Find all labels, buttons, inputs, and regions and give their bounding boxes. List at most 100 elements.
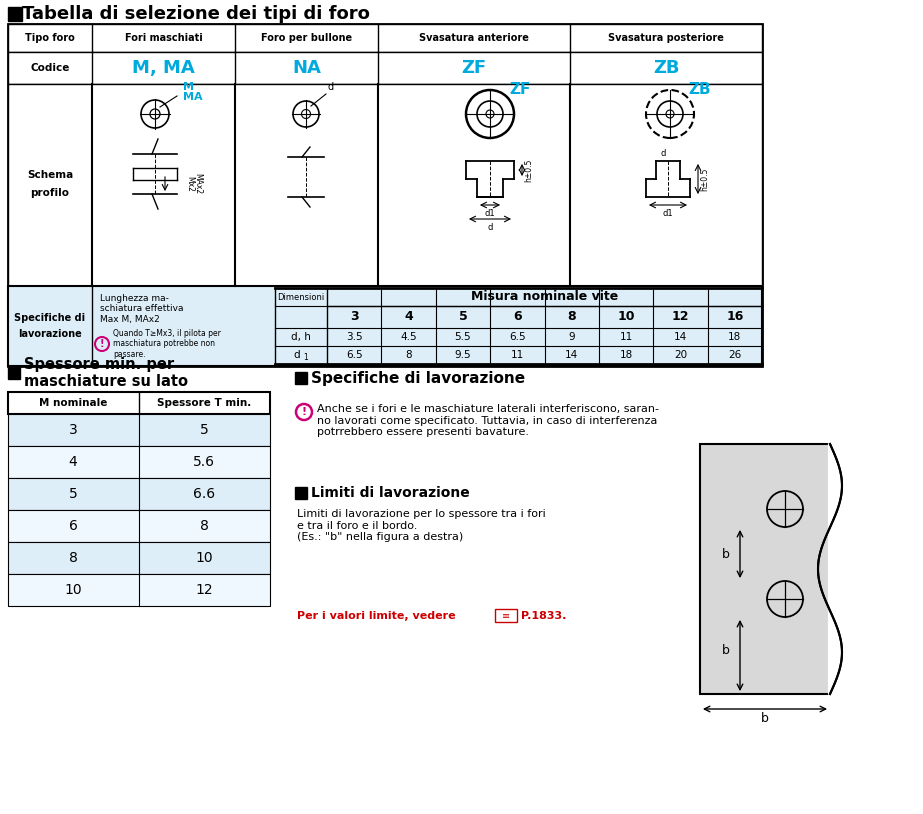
Text: d: d [294, 350, 300, 360]
Text: Spessore min. per
maschiature su lato: Spessore min. per maschiature su lato [24, 357, 188, 389]
Text: 8: 8 [568, 309, 576, 322]
Text: 5: 5 [68, 487, 78, 501]
Text: 14: 14 [674, 332, 687, 342]
Text: !: ! [100, 339, 104, 349]
Text: profilo: profilo [30, 188, 69, 198]
Text: Foro per bullone: Foro per bullone [261, 33, 352, 43]
Text: 18: 18 [619, 350, 632, 360]
Bar [8, 52, 762, 84]
Text: h±0.5: h±0.5 [524, 158, 533, 182]
Text: ZF: ZF [462, 59, 486, 77]
Text: d1: d1 [663, 208, 673, 217]
Text: 3: 3 [350, 309, 358, 322]
Text: 20: 20 [674, 350, 687, 360]
Text: d: d [660, 148, 665, 157]
Bar [830, 444, 860, 694]
Text: Spessore T min.: Spessore T min. [157, 398, 251, 408]
Bar [8, 7, 22, 21]
Text: Quando T≥Mx3, il pilota per
maschiatura potrebbe non
passare.: Quando T≥Mx3, il pilota per maschiatura … [113, 329, 221, 359]
Text: 8: 8 [405, 350, 412, 360]
Text: 5.5: 5.5 [455, 332, 472, 342]
Text: 11: 11 [510, 350, 524, 360]
Text: Per i valori limite, vedere: Per i valori limite, vedere [297, 611, 460, 621]
Text: Dimensioni: Dimensioni [278, 292, 325, 301]
Text: MAx2: MAx2 [193, 173, 202, 195]
Text: NA: NA [292, 59, 321, 77]
Bar [700, 444, 830, 694]
Text: d: d [328, 82, 334, 92]
Text: 6: 6 [513, 309, 521, 322]
Text: 5.6: 5.6 [193, 455, 215, 469]
Text: 12: 12 [672, 309, 689, 322]
Text: b: b [761, 712, 769, 725]
Text: Specifiche di: Specifiche di [15, 313, 86, 323]
Text: Tabella di selezione dei tipi di foro: Tabella di selezione dei tipi di foro [22, 5, 370, 23]
Bar [8, 286, 762, 366]
Text: 9: 9 [569, 332, 575, 342]
Text: b: b [722, 645, 730, 658]
Bar [8, 510, 270, 542]
Text: !: ! [302, 407, 306, 417]
Text: Misura nominale vite: Misura nominale vite [471, 291, 618, 304]
Text: 5: 5 [199, 423, 209, 437]
Text: Limiti di lavorazione: Limiti di lavorazione [311, 486, 470, 500]
Text: d, h: d, h [291, 332, 311, 342]
Text: 4: 4 [404, 309, 413, 322]
Text: d: d [487, 222, 493, 231]
Text: Lunghezza ma-
schiatura effettiva
Max M, MAx2: Lunghezza ma- schiatura effettiva Max M,… [100, 294, 184, 324]
Bar [8, 574, 270, 606]
Text: 10: 10 [617, 309, 635, 322]
Bar [8, 24, 762, 52]
Text: Svasatura posteriore: Svasatura posteriore [608, 33, 724, 43]
Text: Anche se i fori e le maschiature laterali interferiscono, saran-
no lavorati com: Anche se i fori e le maschiature lateral… [317, 404, 659, 437]
Bar [295, 487, 307, 499]
Text: 1: 1 [304, 352, 308, 361]
Text: Codice: Codice [30, 63, 70, 73]
Text: 6.6: 6.6 [193, 487, 215, 501]
Text: 3: 3 [68, 423, 78, 437]
Text: Fori maschiati: Fori maschiati [125, 33, 202, 43]
Text: M, MA: M, MA [132, 59, 195, 77]
Bar [8, 84, 762, 286]
Text: 11: 11 [619, 332, 632, 342]
Text: Svasatura anteriore: Svasatura anteriore [419, 33, 529, 43]
Bar [8, 24, 762, 366]
Bar [8, 414, 270, 446]
Text: Limiti di lavorazione per lo spessore tra i fori
e tra il foro e il bordo.
(Es.:: Limiti di lavorazione per lo spessore tr… [297, 509, 545, 542]
Text: 16: 16 [726, 309, 744, 322]
Text: 10: 10 [65, 583, 82, 597]
Text: lavorazione: lavorazione [18, 329, 82, 339]
Text: 10: 10 [195, 551, 213, 565]
Bar [295, 372, 307, 384]
Text: 8: 8 [68, 551, 78, 565]
Bar [8, 367, 20, 379]
Text: M nominale: M nominale [39, 398, 107, 408]
Text: P.1833.: P.1833. [521, 611, 567, 621]
Text: ZB: ZB [689, 82, 712, 98]
Text: 12: 12 [195, 583, 213, 597]
Text: ZF: ZF [509, 82, 531, 98]
Text: ZB: ZB [653, 59, 679, 77]
Text: 8: 8 [199, 519, 209, 533]
Bar [8, 542, 270, 574]
Text: Mx2: Mx2 [185, 176, 194, 192]
Text: b: b [722, 548, 730, 561]
Text: h±0.5: h±0.5 [700, 168, 709, 190]
Text: M: M [183, 82, 194, 92]
Text: 6.5: 6.5 [346, 350, 363, 360]
Text: 14: 14 [565, 350, 579, 360]
Text: 4.5: 4.5 [401, 332, 417, 342]
Text: 4: 4 [68, 455, 78, 469]
Text: d1: d1 [485, 208, 496, 217]
Bar [8, 392, 270, 414]
Bar [8, 446, 270, 478]
Text: MA: MA [183, 92, 203, 102]
Text: 5: 5 [459, 309, 467, 322]
Text: 18: 18 [728, 332, 741, 342]
Text: ≡: ≡ [502, 611, 510, 621]
Text: 6: 6 [68, 519, 78, 533]
Text: Schema: Schema [27, 170, 73, 180]
Text: Specifiche di lavorazione: Specifiche di lavorazione [311, 370, 525, 386]
Text: 26: 26 [728, 350, 741, 360]
Text: 6.5: 6.5 [509, 332, 525, 342]
